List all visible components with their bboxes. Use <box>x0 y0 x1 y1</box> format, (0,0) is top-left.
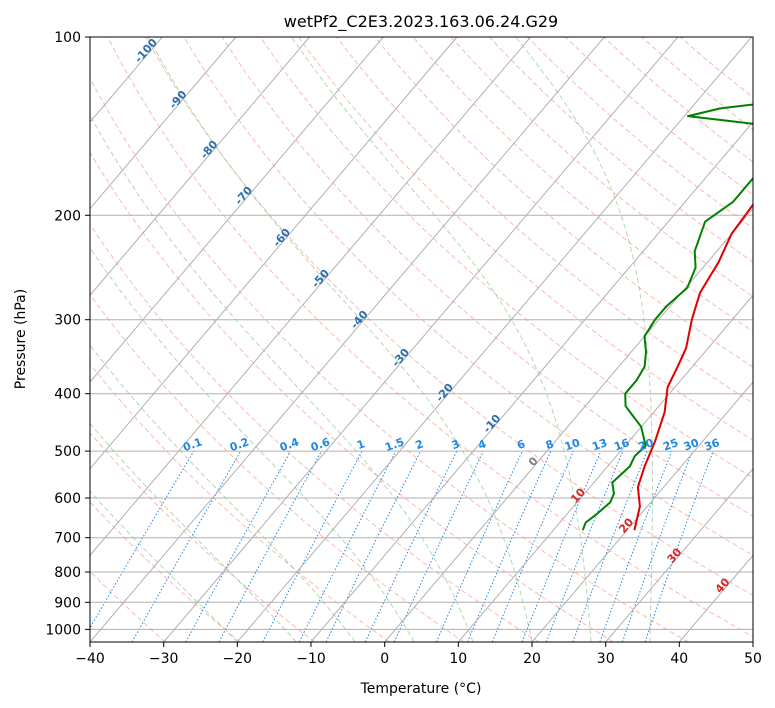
mixing-ratio-label: 0.4 <box>278 435 301 454</box>
mixing-ratio-label: 3 <box>450 437 462 452</box>
mixing-ratio-label: 2 <box>414 437 426 452</box>
isotherm-line <box>90 37 458 470</box>
x-tick-label: 10 <box>449 651 467 667</box>
mixing-ratio-label: 10 <box>563 436 582 454</box>
mixing-ratio-label: 0.2 <box>228 435 251 454</box>
mixing-ratio-line <box>185 450 292 642</box>
y-tick-label: 900 <box>54 595 81 611</box>
isotherm-line <box>90 37 531 557</box>
mixing-ratio-label: 1.5 <box>383 435 406 454</box>
pressure-gridlines <box>90 37 753 630</box>
isotherm-line <box>310 121 753 642</box>
isotherm-line <box>236 37 752 642</box>
mixing-ratio-line <box>545 450 624 642</box>
mixing-ratio-label: 30 <box>682 436 701 454</box>
x-tick-label: 50 <box>744 651 762 667</box>
x-tick-label: −40 <box>75 651 105 667</box>
x-axis-label: Temperature (°C) <box>360 681 482 697</box>
isotherm-line <box>605 467 753 642</box>
moist-adiabat-line <box>90 490 238 642</box>
x-tick-label: 20 <box>523 651 541 667</box>
mixing-ratio-line <box>262 450 363 642</box>
dry-adiabat-line <box>298 37 753 441</box>
isotherm-line <box>384 207 753 642</box>
isotherm-line <box>531 381 753 642</box>
x-tick-label: 30 <box>597 651 615 667</box>
mixing-ratio-line <box>325 450 422 642</box>
dry-adiabat-line <box>221 37 753 517</box>
y-tick-label: 300 <box>54 313 81 329</box>
axes: −40 −30 −20 −10 0 10 20 30 40 5010020030040050060… <box>45 30 762 667</box>
moist-adiabat-line <box>90 344 356 642</box>
background-lines <box>90 37 753 642</box>
dry-adiabat-line <box>90 223 540 642</box>
dry-adiabat-line <box>412 37 753 333</box>
isotherm-line <box>90 37 237 210</box>
moist-adiabat-line <box>515 37 653 642</box>
mixing-ratio-line <box>521 450 602 642</box>
mixing-ratio-label: 0.6 <box>309 435 332 454</box>
mixing-ratio-line <box>572 450 648 642</box>
mixing-ratio-label: 8 <box>544 437 556 452</box>
dry-adiabat-line <box>183 37 753 556</box>
mixing-ratio-line <box>364 450 458 642</box>
mixing-ratio-label: 1 <box>355 437 367 452</box>
dry-adiabat-line <box>145 37 753 597</box>
plot-area <box>90 37 753 642</box>
moist-adiabat-line <box>90 422 297 642</box>
isotherm-line <box>90 37 310 297</box>
mixing-ratio-label: 0.1 <box>181 435 204 454</box>
dry-adiabat-line <box>90 501 241 642</box>
isotherm-line <box>163 37 679 642</box>
mixing-ratio-label: 36 <box>703 436 722 454</box>
y-tick-label: 600 <box>54 491 81 507</box>
mixing-ratio-label: 13 <box>590 436 609 453</box>
y-tick-label: 800 <box>54 565 81 581</box>
temperature-profile-line <box>633 202 753 531</box>
dewpoint-profile-line <box>581 103 753 531</box>
isotherm-line <box>457 294 753 642</box>
mixing-ratio-label: 6 <box>515 437 527 452</box>
mixing-ratio-label: 4 <box>476 437 488 452</box>
mixing-ratio-line <box>218 450 322 642</box>
mixing-ratio-line <box>599 450 673 642</box>
y-axis-label: Pressure (hPa) <box>13 289 29 389</box>
x-tick-label: −20 <box>223 651 253 667</box>
dry-adiabat-line <box>90 293 465 642</box>
mixing-ratio-label: 20 <box>637 436 656 454</box>
mixing-ratio-line <box>621 450 693 642</box>
x-tick-label: 40 <box>670 651 688 667</box>
chart-title: wetPf2_C2E3.2023.163.06.24.G29 <box>284 12 558 32</box>
mixing-ratio-label: 25 <box>661 436 680 453</box>
y-tick-label: 400 <box>54 387 81 403</box>
mixing-ratio-line <box>644 450 714 642</box>
sounding-series <box>581 103 753 531</box>
dry-adiabat-line <box>450 37 753 298</box>
mixing-ratio-label: 16 <box>612 436 631 454</box>
x-tick-label: −30 <box>149 651 179 667</box>
y-tick-label: 200 <box>54 208 81 224</box>
dry-adiabat-line <box>90 77 689 642</box>
mixing-ratio-line <box>467 450 552 642</box>
isotherm-line <box>90 37 605 642</box>
mixing-ratio-line <box>435 450 523 642</box>
moist-adiabat-line <box>90 247 415 642</box>
y-tick-label: 1000 <box>45 622 81 638</box>
moist-adiabat-line <box>291 37 592 642</box>
x-tick-label: −10 <box>296 651 326 667</box>
y-tick-label: 500 <box>54 444 81 460</box>
moist-adiabat-line <box>90 114 474 642</box>
x-tick-label: 0 <box>380 651 389 667</box>
y-tick-label: 700 <box>54 531 81 547</box>
moist-adiabat-line <box>147 37 533 642</box>
y-tick-label: 100 <box>54 30 81 46</box>
dry-adiabat-line <box>90 432 316 642</box>
isotherm-line <box>90 37 384 383</box>
dry-adiabat-line <box>90 363 390 642</box>
mixing-ratio-line <box>298 450 397 642</box>
plot-frame <box>89 36 754 643</box>
dry-adiabat-line <box>336 37 753 404</box>
